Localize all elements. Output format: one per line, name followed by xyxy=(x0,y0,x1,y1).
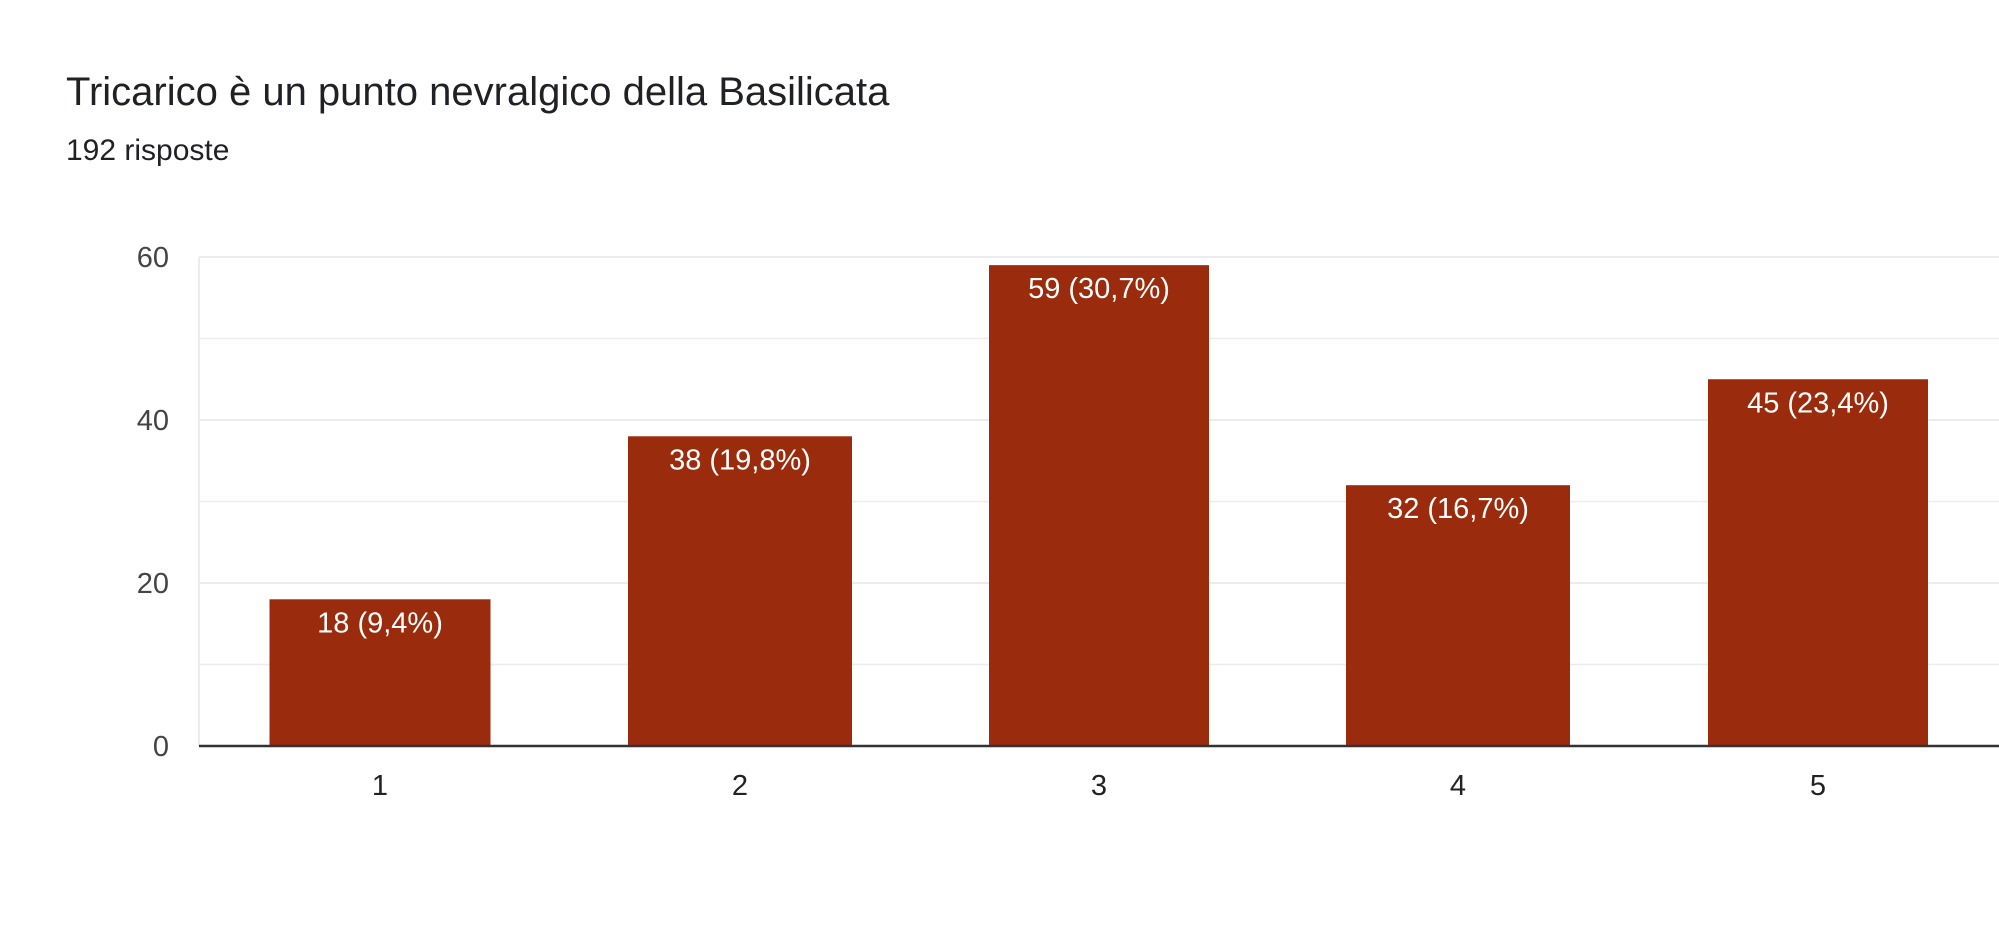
x-tick-label: 5 xyxy=(1810,770,1826,802)
chart-title: Tricarico è un punto nevralgico della Ba… xyxy=(66,70,890,114)
data-label: 18 (9,4%) xyxy=(317,607,443,639)
bar xyxy=(628,436,852,746)
data-label: 32 (16,7%) xyxy=(1387,493,1529,525)
response-count: 192 risposte xyxy=(66,134,230,167)
y-tick-label: 20 xyxy=(137,568,169,600)
bar xyxy=(1708,379,1928,746)
x-tick-label: 2 xyxy=(732,770,748,802)
data-label: 45 (23,4%) xyxy=(1747,387,1889,419)
x-tick-label: 4 xyxy=(1450,770,1466,802)
bar xyxy=(269,599,491,746)
x-tick-label: 3 xyxy=(1091,770,1107,802)
x-tick-label: 1 xyxy=(372,770,388,802)
data-label: 38 (19,8%) xyxy=(669,444,811,476)
y-tick-label: 40 xyxy=(137,405,169,437)
data-label: 59 (30,7%) xyxy=(1028,273,1170,305)
bar xyxy=(1346,485,1570,746)
y-tick-label: 0 xyxy=(153,731,169,763)
y-tick-label: 60 xyxy=(137,242,169,274)
bar xyxy=(989,265,1209,746)
